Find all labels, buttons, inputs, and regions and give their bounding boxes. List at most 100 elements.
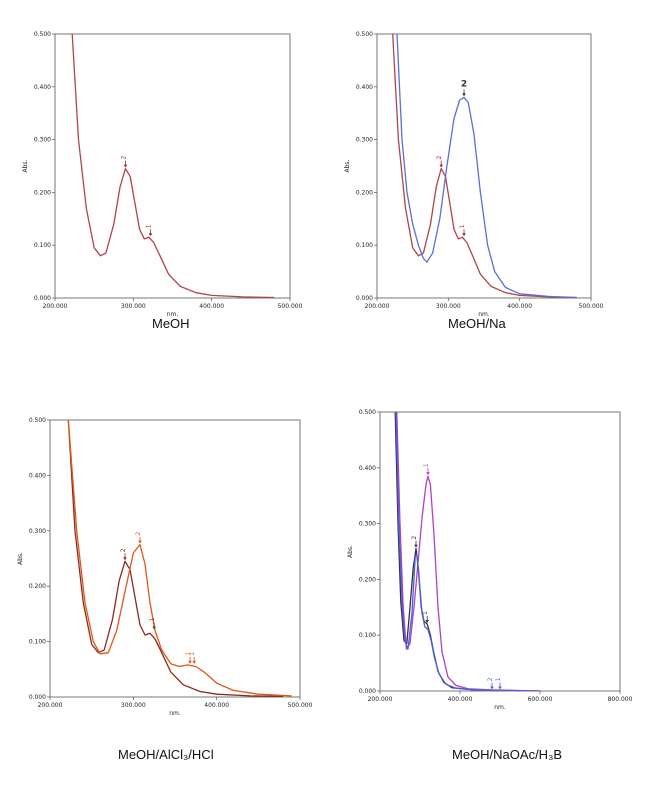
peak-label: 1: [185, 652, 192, 656]
x-axis-label: nm.: [494, 704, 506, 711]
x-tick-label: 300.000: [121, 303, 146, 310]
peak-label: 2: [436, 156, 443, 160]
spectrum-panel-meoh-naoac-h3b: 0.000 0.100 0.200 0.300 0.400 0.500 200.000 400…: [325, 385, 651, 715]
spectrum-panel-meoh: 0.000 0.100 0.200 0.300 0.400 0.500 200.000 300…: [0, 0, 325, 330]
spectrum-chart-meoh-alcl3-hcl: 0.000 0.100 0.200 0.300 0.400 0.500 200.000 300…: [17, 417, 313, 717]
y-axis-label: Abs.: [344, 159, 351, 172]
y-tick-label: 0.100: [356, 242, 373, 249]
peak-arrow: [426, 472, 430, 476]
x-tick-label: 800.000: [608, 696, 633, 703]
series-line-2: [396, 34, 577, 298]
y-tick-label: 0.300: [29, 528, 46, 535]
peak-arrow: [138, 540, 142, 544]
x-tick-label: 400.000: [507, 303, 532, 310]
peak-arrow: [498, 686, 502, 690]
peak-arrow: [152, 626, 156, 630]
y-tick-label: 0.200: [34, 189, 51, 196]
series-line-1: [392, 34, 577, 298]
peak-label: 1: [459, 224, 466, 228]
y-tick-label: 0.300: [34, 137, 51, 144]
x-tick-label: 400.000: [448, 696, 473, 703]
x-axis-label: nm.: [169, 710, 181, 717]
peak-label: 1: [189, 652, 196, 656]
y-tick-label: 0.500: [359, 409, 376, 416]
spectrum-chart-meoh: 0.000 0.100 0.200 0.300 0.400 0.500 200.000 300…: [22, 31, 303, 318]
peak-arrow: [414, 544, 418, 548]
peak-arrow: [462, 233, 466, 237]
series-line-1: [67, 420, 284, 697]
peak-arrow: [462, 93, 466, 97]
peak-label: 2: [487, 677, 494, 681]
peak-arrow: [490, 686, 494, 690]
y-tick-label: 0.200: [29, 583, 46, 590]
series-line-2: [396, 412, 541, 691]
y-tick-label: 0.000: [29, 694, 46, 701]
peak-arrow: [123, 164, 128, 168]
y-tick-label: 0.100: [359, 632, 376, 639]
peak-arrow: [425, 620, 429, 624]
y-tick-label: 0.300: [359, 521, 376, 528]
series-line-2: [67, 420, 292, 697]
peak-arrow: [188, 660, 192, 664]
y-tick-label: 0.100: [29, 639, 46, 646]
x-tick-label: 200.000: [368, 696, 393, 703]
peak-label: 2: [121, 156, 128, 160]
plot-frame: [49, 419, 301, 698]
y-tick-label: 0.000: [34, 295, 51, 302]
y-tick-label: 0.400: [359, 465, 376, 472]
x-tick-label: 200.000: [38, 702, 63, 709]
y-tick-label: 0.200: [356, 189, 373, 196]
x-tick-label: 400.000: [199, 303, 224, 310]
x-tick-label: 300.000: [121, 702, 146, 709]
x-tick-label: 200.000: [365, 303, 390, 310]
caption-meoh-naoac-h3b: MeOH/NaOAc/H₃B: [452, 747, 563, 762]
x-axis-label: nm.: [167, 311, 179, 318]
peak-label: 2: [120, 548, 127, 552]
y-tick-label: 0.100: [34, 242, 51, 249]
peak-label: 2: [461, 79, 467, 89]
series-group: [71, 34, 275, 298]
x-tick-label: 500.000: [288, 702, 313, 709]
x-axis-label: nm.: [478, 311, 490, 318]
y-tick-label: 0.400: [356, 84, 373, 91]
y-axis-label: Abs.: [17, 552, 24, 565]
y-tick-label: 0.500: [356, 31, 373, 38]
peak-label: 1: [146, 224, 153, 228]
x-tick-label: 200.000: [43, 303, 68, 310]
y-tick-label: 0.200: [359, 576, 376, 583]
peak-arrow: [148, 233, 153, 237]
x-tick-label: 500.000: [278, 303, 303, 310]
peak-arrow: [123, 557, 127, 561]
spectrum-chart-meoh-na: 0.000 0.100 0.200 0.300 0.400 0.500 200.000 300…: [344, 31, 604, 318]
y-tick-label: 0.000: [356, 295, 373, 302]
caption-meoh-alcl3-hcl: MeOH/AlCl₃/HCl: [118, 747, 214, 762]
series-line-3: [395, 412, 541, 691]
plot-frame: [376, 33, 592, 299]
y-tick-label: 0.400: [34, 84, 51, 91]
peak-label: 2: [411, 536, 418, 540]
peak-label: 1: [149, 617, 156, 621]
series-group: [392, 34, 577, 298]
plot-frame: [54, 33, 291, 299]
caption-meoh: MeOH: [152, 316, 190, 331]
y-tick-label: 0.300: [356, 137, 373, 144]
caption-meoh-na: MeOH/Na: [448, 316, 506, 331]
spectrum-panel-meoh-na: 0.000 0.100 0.200 0.300 0.400 0.500 200.000 300…: [325, 0, 651, 330]
y-axis-label: Abs.: [347, 545, 354, 558]
y-tick-label: 0.400: [29, 472, 46, 479]
spectrum-chart-meoh-naoac-h3b: 0.000 0.100 0.200 0.300 0.400 0.500 200.000 400…: [347, 409, 633, 711]
peak-label: 1: [422, 611, 429, 615]
y-tick-label: 0.500: [34, 31, 51, 38]
x-tick-label: 400.000: [204, 702, 229, 709]
peak-label: 2: [135, 532, 142, 536]
x-tick-label: 500.000: [579, 303, 604, 310]
peak-label: 1: [495, 677, 502, 681]
y-axis-label: Abs.: [22, 159, 29, 172]
y-tick-label: 0.500: [29, 417, 46, 424]
series-group: [67, 420, 292, 697]
peak-label: 1: [423, 463, 430, 467]
x-tick-label: 300.000: [436, 303, 461, 310]
x-tick-label: 600.000: [528, 696, 553, 703]
series-group: [394, 412, 541, 691]
spectrum-panel-meoh-alcl3-hcl: 0.000 0.100 0.200 0.300 0.400 0.500 200.000 300…: [0, 385, 325, 717]
